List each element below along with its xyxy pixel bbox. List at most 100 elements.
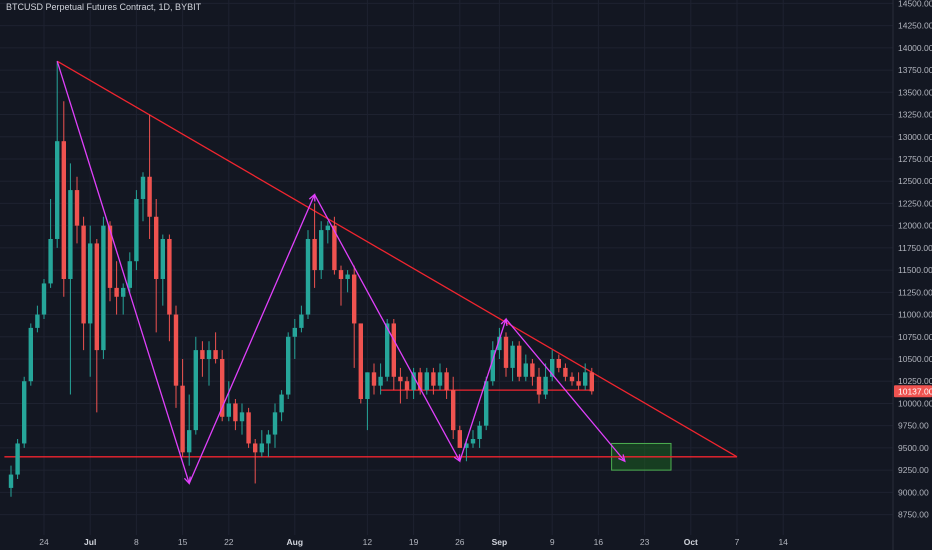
candle <box>28 323 33 386</box>
price-tick-label: 9000.00 <box>898 487 929 497</box>
candle <box>239 403 245 435</box>
candle <box>160 234 165 306</box>
candle-body <box>530 363 535 377</box>
time-tick-label: 16 <box>594 537 604 547</box>
candle-body <box>200 350 205 359</box>
candle <box>187 394 192 466</box>
time-tick-label: 9 <box>550 537 555 547</box>
candle-body <box>312 238 317 271</box>
candle <box>503 332 509 377</box>
candle <box>589 367 594 395</box>
candle <box>391 318 396 391</box>
candle <box>22 376 27 448</box>
zigzag-segment[interactable] <box>314 194 461 462</box>
price-tick-label: 13500.00 <box>898 87 932 97</box>
candle-body <box>325 225 330 231</box>
price-tick-label: 14500.00 <box>898 0 932 8</box>
candle-body <box>160 238 165 279</box>
time-tick-label: 22 <box>224 537 234 547</box>
candle-body <box>187 430 192 453</box>
price-tick-label: 13750.00 <box>898 65 932 75</box>
last-price-badge: 10137.00 <box>894 385 932 398</box>
candle <box>127 252 132 293</box>
symbol-title: BTCUSD Perpetual Futures Contract, 1D, B… <box>6 2 202 12</box>
candle <box>378 363 383 395</box>
price-tick-label: 10250.00 <box>898 376 932 386</box>
time-tick-label: 7 <box>735 537 740 547</box>
candle <box>457 425 462 448</box>
candle-body <box>61 141 66 279</box>
candle <box>365 372 370 431</box>
zigzag-segment[interactable] <box>188 194 316 484</box>
candle-body <box>589 372 594 392</box>
candle <box>259 430 264 457</box>
candle-body <box>510 345 515 368</box>
candle-body <box>8 474 14 488</box>
candle <box>484 376 489 431</box>
candle-body <box>55 141 60 239</box>
trendline-descending-resistance[interactable] <box>56 60 738 458</box>
candle-body <box>48 238 53 284</box>
candle <box>226 381 231 422</box>
price-tick-label: 11000.00 <box>898 310 932 320</box>
candle-body <box>253 443 258 453</box>
candle <box>530 359 535 386</box>
price-tick-label: 12750.00 <box>898 154 932 164</box>
candle <box>556 354 561 373</box>
candle-body <box>94 243 99 351</box>
candle <box>371 363 377 395</box>
candle <box>213 332 218 364</box>
candle-body <box>127 261 132 288</box>
candle-body <box>490 350 495 382</box>
candle <box>266 430 271 457</box>
candle <box>470 430 476 448</box>
candle <box>424 367 429 395</box>
candle <box>550 350 555 382</box>
candle <box>121 283 126 315</box>
zigzag-segment[interactable] <box>459 318 507 462</box>
candle-body <box>88 243 93 324</box>
candle-body <box>121 287 126 297</box>
zigzag-segment[interactable] <box>56 60 190 484</box>
candle <box>206 341 212 386</box>
candle-body <box>385 323 390 377</box>
candle <box>497 327 502 359</box>
candle <box>8 465 14 497</box>
candle-body <box>180 385 185 453</box>
candle <box>292 318 297 359</box>
candle-body <box>134 198 139 262</box>
candle <box>94 238 99 413</box>
zigzag-segment[interactable] <box>505 318 626 462</box>
price-tick-label: 8750.00 <box>898 510 929 520</box>
candle-body <box>431 372 436 386</box>
candle-body <box>173 314 179 386</box>
price-tick-label: 12500.00 <box>898 176 932 186</box>
candle <box>140 172 146 222</box>
candle-body <box>583 372 588 386</box>
candle <box>543 363 548 400</box>
candle <box>444 367 449 400</box>
candle <box>431 367 436 395</box>
time-axis[interactable]: 24 Jul 8 15 22 Aug 12 19 26 Sep 9 16 23 Oct 7 14 <box>39 537 788 547</box>
price-tick-label: 13000.00 <box>898 132 932 142</box>
candle <box>279 390 284 422</box>
zigzag-layer <box>56 60 626 485</box>
candle-body <box>299 314 304 328</box>
candle <box>576 372 581 391</box>
candle <box>523 354 528 382</box>
candle <box>48 198 53 288</box>
candle-body <box>411 372 416 391</box>
candle <box>35 305 40 333</box>
price-tick-label: 14250.00 <box>898 21 932 31</box>
candle <box>173 305 179 408</box>
candle-body <box>358 323 363 400</box>
time-tick-label: 23 <box>640 537 650 547</box>
candle <box>563 363 568 382</box>
candle <box>134 190 139 271</box>
candle-body <box>193 350 198 431</box>
price-axis[interactable]: 14500.00 14250.00 14000.00 13750.00 13500.00… <box>898 0 932 520</box>
price-tick-label: 11750.00 <box>898 243 932 253</box>
candle-body <box>437 372 443 386</box>
